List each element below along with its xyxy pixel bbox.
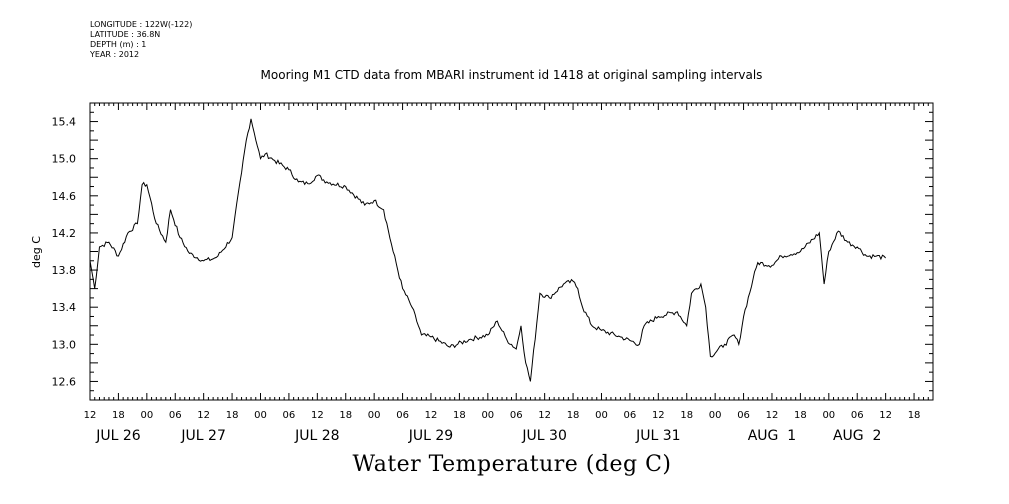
temperature-series-line	[89, 118, 886, 382]
x-day-labels: JUL 26 JUL 27 JUL 28 JUL 29 JUL 30 JUL 31 AUG …	[95, 428, 881, 444]
metadata-depth: DEPTH (m) : 1	[90, 40, 147, 49]
x-hour-tick-label: 00	[822, 410, 835, 421]
x-hour-tick-label: 18	[112, 410, 125, 421]
main-title: Water Temperature (deg C)	[352, 452, 672, 477]
x-hour-tick-label: 12	[766, 410, 779, 421]
x-tick-labels: 12 18 00 06 12 18 00 06 12 18 00 06 12 18 00 06 12 18 00 06…	[84, 410, 921, 421]
x-day-label: JUL 28	[294, 428, 339, 444]
x-hour-tick-label: 06	[851, 410, 864, 421]
x-hour-tick-label: 18	[339, 410, 352, 421]
x-hour-tick-label: 12	[84, 410, 97, 421]
x-hour-tick-label: 06	[283, 410, 296, 421]
metadata-longitude: LONGITUDE : 122W(-122)	[90, 20, 193, 29]
x-day-label: AUG 2	[833, 428, 881, 444]
y-tick-label: 13.0	[52, 338, 77, 351]
x-day-label: JUL 26	[95, 428, 141, 444]
y-tick-label: 14.6	[52, 190, 77, 203]
x-hour-tick-label: 06	[737, 410, 750, 421]
x-day-label: JUL 27	[180, 428, 225, 444]
x-hour-tick-label: 12	[652, 410, 665, 421]
x-day-label: JUL 30	[521, 428, 566, 444]
y-tick-label: 12.6	[52, 375, 77, 388]
plot-frame	[89, 102, 934, 401]
x-hour-tick-label: 12	[197, 410, 210, 421]
y-tick-label: 15.0	[52, 153, 77, 166]
x-hour-tick-label: 12	[311, 410, 324, 421]
x-hour-tick-label: 12	[879, 410, 892, 421]
y-tick-label: 13.4	[52, 301, 77, 314]
x-hour-tick-label: 00	[709, 410, 722, 421]
y-axis-label: deg C	[30, 236, 43, 268]
x-hour-tick-label: 06	[510, 410, 523, 421]
x-hour-tick-label: 00	[368, 410, 381, 421]
x-hour-tick-label: 12	[425, 410, 438, 421]
y-tick-labels: 12.6 13.0 13.4 13.8 14.2 14.6 15.0 15.4	[52, 116, 77, 389]
x-hour-tick-label: 06	[396, 410, 409, 421]
x-hour-tick-label: 18	[567, 410, 580, 421]
y-tick-label: 13.8	[52, 264, 77, 277]
x-hour-tick-label: 00	[140, 410, 153, 421]
x-hour-tick-label: 00	[481, 410, 494, 421]
x-hour-tick-label: 00	[595, 410, 608, 421]
x-hour-tick-label: 18	[226, 410, 239, 421]
metadata-block: LONGITUDE : 122W(-122) LATITUDE : 36.8N …	[90, 20, 192, 60]
metadata-year: YEAR : 2012	[90, 50, 140, 59]
x-day-label: AUG 1	[748, 428, 796, 444]
metadata-latitude: LATITUDE : 36.8N	[90, 30, 161, 39]
x-day-label: JUL 31	[635, 428, 680, 444]
x-hour-tick-label: 18	[680, 410, 693, 421]
x-day-label: JUL 29	[408, 428, 453, 444]
x-hour-tick-label: 18	[453, 410, 466, 421]
x-hour-tick-label: 06	[169, 410, 182, 421]
y-tick-label: 14.2	[52, 227, 77, 240]
x-hour-tick-label: 18	[794, 410, 807, 421]
x-hour-tick-label: 12	[538, 410, 551, 421]
axis-ticks	[89, 102, 934, 401]
x-hour-tick-label: 18	[908, 410, 921, 421]
x-hour-tick-label: 06	[624, 410, 637, 421]
x-hour-tick-label: 00	[254, 410, 267, 421]
chart-title: Mooring M1 CTD data from MBARI instrumen…	[260, 68, 763, 82]
y-tick-label: 15.4	[52, 116, 77, 129]
